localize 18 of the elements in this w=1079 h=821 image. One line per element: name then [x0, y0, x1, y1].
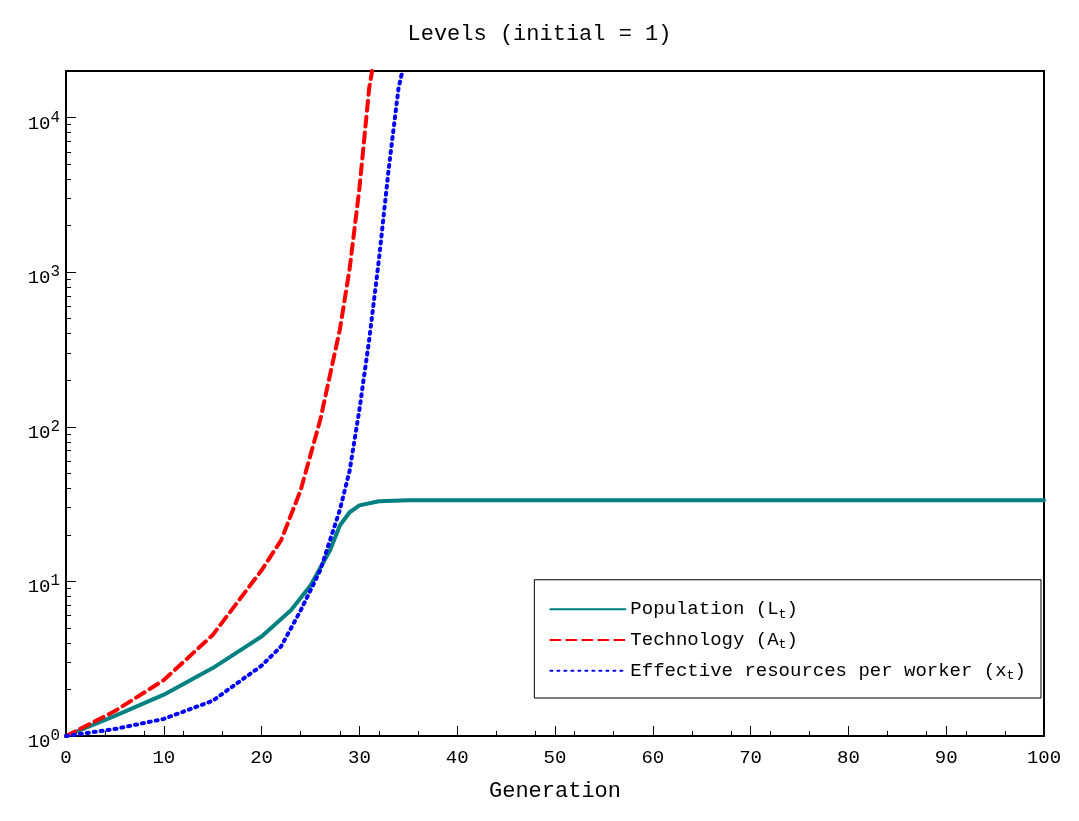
- y-tick-label: 10$^{3}$: [27, 262, 60, 290]
- x-tick-label: 50: [543, 746, 567, 769]
- x-tick-label: 30: [347, 746, 371, 769]
- x-axis-title: Generation: [488, 778, 622, 804]
- x-tick-label: 40: [445, 746, 469, 769]
- y-tick-label: 10$^{2}$: [27, 416, 60, 445]
- x-tick-label: 20: [250, 746, 274, 769]
- y-tick-label: 10$^{1}$: [27, 571, 60, 599]
- x-tick-label: 80: [836, 746, 860, 769]
- y-tick-label: 10$^{0}$: [27, 726, 60, 754]
- x-tick-label: 0: [60, 746, 72, 769]
- x-tick-label: 70: [739, 746, 763, 769]
- chart-title: Levels (initial = 1): [407, 21, 672, 47]
- y-tick-label: 10$^{4}$: [27, 107, 60, 135]
- x-tick-label: 100: [1026, 746, 1062, 769]
- x-tick-label: 10: [152, 746, 176, 769]
- x-tick-label: 60: [641, 746, 665, 769]
- x-tick-label: 90: [934, 746, 958, 769]
